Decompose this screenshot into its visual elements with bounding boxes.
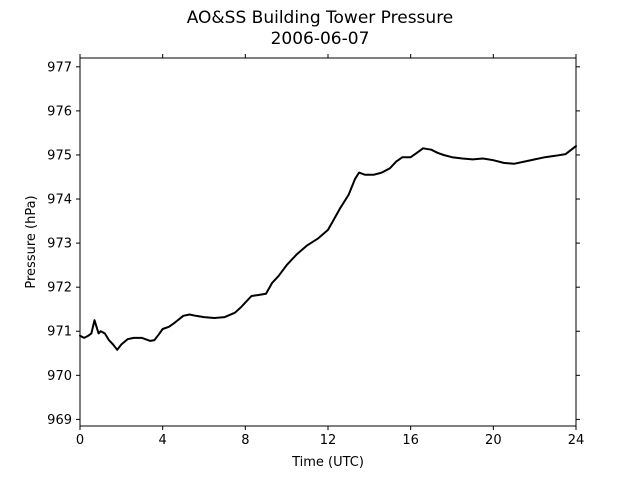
chart-title: AO&SS Building Tower Pressure xyxy=(186,8,454,28)
x-tick-label: 8 xyxy=(241,433,249,448)
y-tick-label: 975 xyxy=(47,148,72,163)
y-tick-label: 969 xyxy=(47,413,72,428)
chart-subtitle: 2006-06-07 xyxy=(270,29,370,49)
plot-frame xyxy=(79,57,577,427)
y-tick-label: 970 xyxy=(47,369,72,384)
x-tick-label: 20 xyxy=(485,433,502,448)
y-tick-label: 976 xyxy=(47,104,72,119)
x-tick-label: 24 xyxy=(568,433,585,448)
y-axis-label: Pressure (hPa) xyxy=(24,195,39,288)
y-tick-label: 973 xyxy=(47,237,72,252)
y-tick-label: 972 xyxy=(47,281,72,296)
y-tick-label: 971 xyxy=(47,325,72,340)
x-tick-label: 16 xyxy=(402,433,419,448)
y-tick-label: 977 xyxy=(47,60,72,75)
x-axis-label: Time (UTC) xyxy=(291,455,364,470)
x-tick-label: 12 xyxy=(320,433,337,448)
x-tick-label: 0 xyxy=(76,433,84,448)
y-tick-label: 974 xyxy=(47,193,72,208)
ticks-layer: 0 4 8 12 16 20 24 969 970 971 972 973 974 975 976 977 xyxy=(47,54,584,448)
x-tick-label: 4 xyxy=(159,433,167,448)
pressure-series-line xyxy=(79,145,577,351)
series-layer xyxy=(79,145,577,351)
